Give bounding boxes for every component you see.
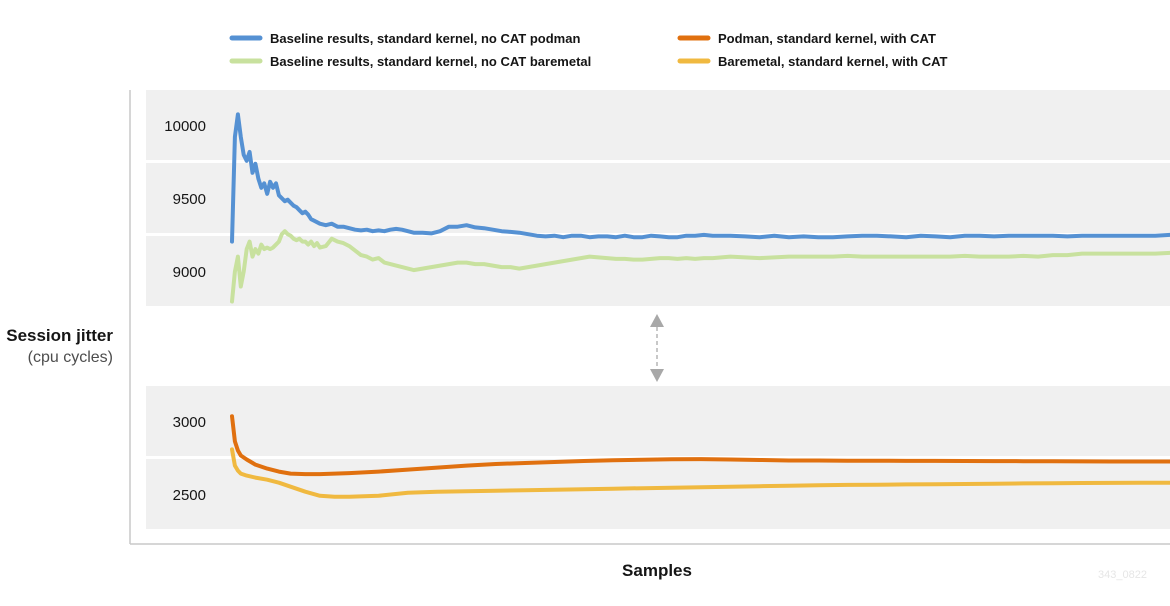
y-axis-label: Session jitter [6, 326, 113, 345]
series-line-podman-cat [230, 414, 1170, 477]
legend-item: Podman, standard kernel, with CAT [677, 31, 936, 46]
series-lines [230, 112, 1170, 499]
band-bottom-2 [146, 459, 1170, 529]
legend-label: Baseline results, standard kernel, no CA… [270, 54, 591, 69]
y-tick-label: 3000 [173, 414, 206, 431]
arrow-up-icon [650, 314, 664, 327]
y-axis-unit-label: (cpu cycles) [28, 349, 113, 366]
legend-item: Baseline results, standard kernel, no CA… [229, 31, 580, 46]
y-tick-label: 2500 [173, 487, 206, 504]
series-line-baseline-baremetal [230, 229, 1170, 304]
legend-item: Baremetal, standard kernel, with CAT [677, 54, 948, 69]
band-top-1 [146, 90, 1170, 160]
legend-item: Baseline results, standard kernel, no CA… [229, 54, 591, 69]
legend: Baseline results, standard kernel, no CA… [229, 31, 948, 69]
legend-label: Podman, standard kernel, with CAT [718, 31, 936, 46]
y-tick-label: 10000 [164, 118, 206, 135]
series-line-baseline-podman [230, 112, 1170, 244]
figure-id-watermark: 343_0822 [1098, 569, 1147, 581]
band-top-2 [146, 163, 1170, 233]
legend-label: Baseline results, standard kernel, no CA… [270, 31, 580, 46]
axis-break-arrow [650, 314, 664, 382]
arrow-down-icon [650, 369, 664, 382]
y-tick-label: 9000 [173, 264, 206, 281]
y-tick-label: 9500 [173, 191, 206, 208]
y-tick-labels: 10000 9500 9000 3000 2500 [164, 118, 206, 504]
x-axis-label: Samples [622, 561, 692, 580]
band-top-3 [146, 236, 1170, 306]
series-line-baremetal-cat [230, 447, 1170, 499]
band-bottom-1 [146, 386, 1170, 456]
legend-label: Baremetal, standard kernel, with CAT [718, 54, 948, 69]
